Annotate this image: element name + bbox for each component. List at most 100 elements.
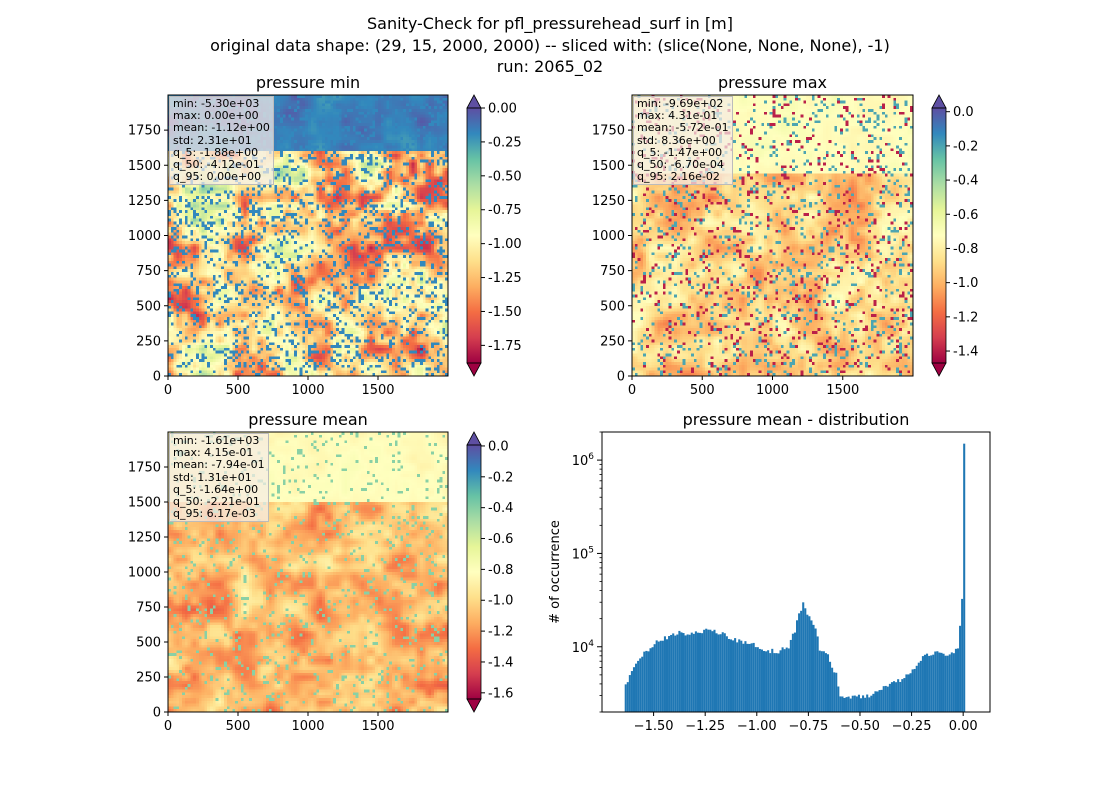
stats-line: q_50: -6.70e-04 [637, 158, 724, 172]
histogram-bar [907, 674, 910, 712]
y-tick-label: 1500 [592, 159, 625, 174]
histogram-bar [668, 636, 671, 712]
colorbar-tick-label: -0.6 [953, 208, 978, 223]
histogram-bar [802, 602, 805, 712]
histogram-bar [680, 632, 683, 712]
x-tick-label: 1500 [361, 719, 394, 734]
histogram-bar [713, 629, 716, 712]
histogram-bar [719, 634, 722, 712]
histogram-bar [829, 661, 832, 712]
stats-line: q_95: 2.16e-02 [637, 170, 720, 184]
stats-line: max: 0.00e+00 [173, 109, 259, 123]
histogram-bar [651, 647, 654, 712]
x-tick-label: 0 [628, 383, 636, 398]
colorbar-gradient [932, 108, 946, 363]
x-tick-label: 500 [226, 719, 251, 734]
histogram-bar [901, 679, 904, 712]
colorbar-extend-bottom [931, 362, 947, 377]
histogram-bar [709, 629, 712, 712]
colorbar-tick-label: 0.0 [488, 439, 509, 454]
colorbar-extend-top [466, 94, 482, 109]
colorbar-gradient [467, 108, 481, 363]
histogram-bar [866, 694, 869, 712]
histogram-bar [756, 647, 759, 712]
histogram-bar [665, 639, 669, 712]
histogram-bar [699, 632, 702, 712]
stats-line: q_50: -4.12e-01 [173, 158, 260, 172]
histogram-bar [961, 598, 964, 712]
x-tick-label: −1.50 [634, 719, 674, 734]
histogram-bar [903, 678, 906, 712]
histogram-bar [744, 641, 747, 712]
histogram-bar [703, 629, 706, 712]
histogram-bar [787, 648, 790, 712]
histogram-bar [686, 634, 689, 712]
histogram-bar [734, 638, 737, 712]
stats-line: q_5: -1.64e+00 [173, 482, 259, 496]
histogram-bar [725, 636, 728, 712]
x-tick-label: 1500 [361, 383, 394, 398]
y-tick-label: 1000 [128, 229, 161, 244]
histogram-bar [688, 634, 691, 712]
histogram-bar [793, 632, 796, 712]
panel-pressure-mean: pressure mean 0 500 1000 1500 0 250 500 750 1000 1… [128, 410, 513, 734]
histogram-bar [923, 654, 927, 712]
x-tick-label: 0 [164, 383, 172, 398]
colorbar-tick-label: 0.0 [953, 105, 974, 120]
histogram-bar [630, 671, 633, 712]
y-tick-label: 1750 [128, 461, 161, 476]
histogram-bar [798, 613, 801, 712]
colorbar-tick-label: -0.8 [953, 242, 978, 257]
stats-line: max: 4.31e-01 [637, 109, 718, 123]
colorbar-tick-label: -1.2 [953, 310, 978, 325]
histogram-bar [837, 686, 840, 712]
histogram-bar [779, 650, 782, 712]
histogram-bar [750, 643, 753, 712]
histogram-bar [944, 655, 947, 712]
histogram-bar [804, 608, 807, 712]
x-tick-label: −1.25 [685, 719, 725, 734]
histogram-bar [729, 639, 733, 712]
histogram-panel: pressure mean - distribution −1.50 −1.25 −1… [548, 410, 991, 734]
x-tick-label: 500 [226, 383, 251, 398]
histogram-bar [775, 653, 778, 712]
y-tick-label: 0 [153, 370, 161, 385]
histogram-bar [752, 642, 755, 712]
histogram-bar [845, 697, 848, 712]
histogram-bar [899, 681, 902, 712]
x-tick-label: −0.50 [840, 719, 880, 734]
stats-line: q_5: -1.88e+00 [173, 145, 259, 159]
histogram-bar [956, 648, 960, 712]
colorbar-tick-label: -1.0 [953, 276, 978, 291]
histogram-bar [637, 660, 640, 712]
colorbar-tick-label: -1.6 [488, 686, 513, 701]
histogram-bar [754, 647, 757, 712]
histogram-bar [810, 620, 813, 712]
histogram-bar [855, 696, 858, 712]
histogram-bar [692, 633, 695, 712]
histogram-bar [886, 686, 889, 712]
histogram-bar [895, 682, 898, 712]
stats-box: min: -5.30e+03 max: 0.00e+00 mean: -1.12e+… [169, 96, 274, 186]
histogram-bar [952, 653, 955, 712]
y-axis-label: # of occurrence [548, 520, 563, 624]
colorbar-tick-label: 0.00 [488, 102, 517, 117]
y-tick-label: 104 [572, 639, 595, 656]
histogram-bar [657, 641, 660, 712]
stats-line: std: 2.31e+01 [173, 133, 252, 147]
histogram-bar [628, 675, 631, 712]
histogram-bar [853, 695, 856, 712]
histogram-bar [626, 682, 629, 712]
histogram-bar [915, 665, 918, 712]
histogram-bar [771, 648, 774, 712]
histogram-bar [820, 651, 823, 712]
histogram-bar [911, 669, 914, 712]
y-tick-label: 500 [136, 299, 161, 314]
histogram-bar [670, 634, 673, 712]
histogram-bar [909, 673, 912, 712]
histogram-bar [663, 636, 666, 712]
histogram-bar [696, 632, 699, 712]
colorbar-tick-label: -0.75 [488, 203, 522, 218]
histogram-bar [773, 653, 776, 712]
histogram-bar [682, 633, 685, 712]
